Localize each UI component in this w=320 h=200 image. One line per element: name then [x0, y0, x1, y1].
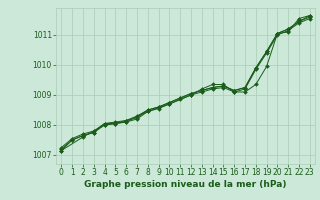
X-axis label: Graphe pression niveau de la mer (hPa): Graphe pression niveau de la mer (hPa) [84, 180, 287, 189]
